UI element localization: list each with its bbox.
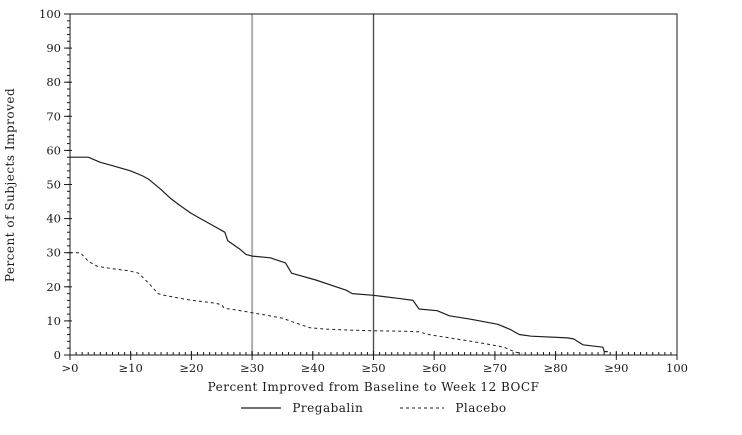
svg-text:≥60: ≥60 <box>422 361 446 375</box>
placebo-dashed-line-icon <box>400 407 445 409</box>
svg-text:80: 80 <box>46 75 61 89</box>
legend-label-pregabalin: Pregabalin <box>292 401 364 415</box>
svg-text:50: 50 <box>46 178 61 192</box>
svg-text:70: 70 <box>46 109 61 123</box>
svg-text:10: 10 <box>46 314 61 328</box>
y-axis-title: Percent of Subjects Improved <box>3 87 17 283</box>
svg-text:≥80: ≥80 <box>543 361 567 375</box>
svg-text:90: 90 <box>46 41 61 55</box>
svg-text:30: 30 <box>46 246 61 260</box>
svg-text:>0: >0 <box>62 361 79 375</box>
svg-text:100: 100 <box>666 361 688 375</box>
svg-text:≥70: ≥70 <box>483 361 507 375</box>
svg-text:≥30: ≥30 <box>240 361 264 375</box>
svg-text:40: 40 <box>46 212 61 226</box>
svg-text:≥10: ≥10 <box>119 361 143 375</box>
svg-text:≥50: ≥50 <box>361 361 385 375</box>
svg-text:0: 0 <box>54 348 61 362</box>
pregabalin-solid-line-icon <box>241 407 282 409</box>
svg-text:100: 100 <box>39 7 61 21</box>
x-axis-title: Percent Improved from Baseline to Week 1… <box>207 380 540 394</box>
svg-text:60: 60 <box>46 143 61 157</box>
svg-text:≥20: ≥20 <box>179 361 203 375</box>
svg-text:20: 20 <box>46 280 61 294</box>
legend-label-placebo: Placebo <box>455 401 507 415</box>
chart-legend: Pregabalin Placebo <box>70 401 677 415</box>
svg-text:≥90: ≥90 <box>604 361 628 375</box>
svg-text:≥40: ≥40 <box>301 361 325 375</box>
